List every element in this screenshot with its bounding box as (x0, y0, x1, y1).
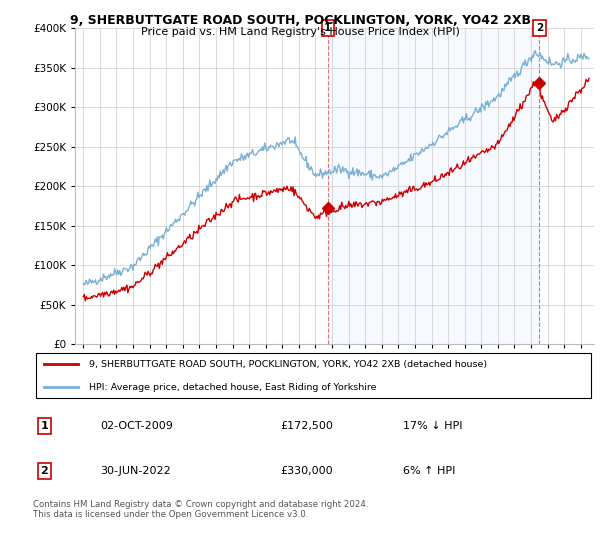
Text: Contains HM Land Registry data © Crown copyright and database right 2024.
This d: Contains HM Land Registry data © Crown c… (33, 500, 368, 519)
Text: 6% ↑ HPI: 6% ↑ HPI (403, 466, 455, 476)
Text: HPI: Average price, detached house, East Riding of Yorkshire: HPI: Average price, detached house, East… (89, 382, 377, 391)
Text: Price paid vs. HM Land Registry's House Price Index (HPI): Price paid vs. HM Land Registry's House … (140, 27, 460, 37)
Text: 2: 2 (40, 466, 48, 476)
Text: 1: 1 (324, 23, 331, 33)
Text: £330,000: £330,000 (280, 466, 332, 476)
Text: 9, SHERBUTTGATE ROAD SOUTH, POCKLINGTON, YORK, YO42 2XB: 9, SHERBUTTGATE ROAD SOUTH, POCKLINGTON,… (70, 14, 530, 27)
Text: 2: 2 (536, 23, 543, 33)
Text: 02-OCT-2009: 02-OCT-2009 (100, 421, 173, 431)
FancyBboxPatch shape (36, 353, 590, 398)
Text: 1: 1 (40, 421, 48, 431)
Text: £172,500: £172,500 (280, 421, 333, 431)
Text: 9, SHERBUTTGATE ROAD SOUTH, POCKLINGTON, YORK, YO42 2XB (detached house): 9, SHERBUTTGATE ROAD SOUTH, POCKLINGTON,… (89, 360, 487, 369)
Text: 30-JUN-2022: 30-JUN-2022 (100, 466, 171, 476)
Bar (328, 28, 539, 344)
Text: 17% ↓ HPI: 17% ↓ HPI (403, 421, 463, 431)
